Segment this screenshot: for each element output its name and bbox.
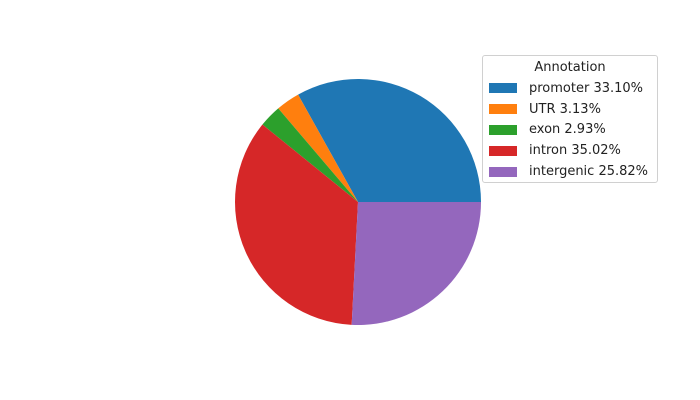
pie-slice-promoter: [298, 78, 481, 202]
legend-label: UTR 3.13%: [529, 101, 601, 117]
pie-slice-exon: [262, 108, 358, 202]
legend-swatch: [489, 166, 517, 177]
legend-label: intergenic 25.82%: [529, 164, 649, 180]
legend-swatch: [489, 104, 517, 115]
pie-slice-utr: [278, 94, 358, 202]
legend-item: exon 2.93%: [483, 120, 657, 141]
pie-slice-intron: [235, 124, 358, 325]
legend-label: promoter 33.10%: [529, 80, 644, 96]
legend-swatch: [489, 83, 517, 94]
pie-slice-intergenic: [351, 202, 481, 325]
legend: Annotation promoter 33.10% UTR 3.13% exon …: [482, 55, 658, 183]
legend-item: intron 35.02%: [483, 140, 657, 161]
legend-title: Annotation: [534, 60, 606, 75]
legend-item: intergenic 25.82%: [483, 161, 657, 182]
legend-label: intron 35.02%: [529, 143, 621, 159]
legend-item: UTR 3.13%: [483, 99, 657, 120]
legend-label: exon 2.93%: [529, 122, 606, 138]
legend-item: promoter 33.10%: [483, 78, 657, 99]
legend-swatch: [489, 145, 517, 156]
legend-swatch: [489, 124, 517, 135]
